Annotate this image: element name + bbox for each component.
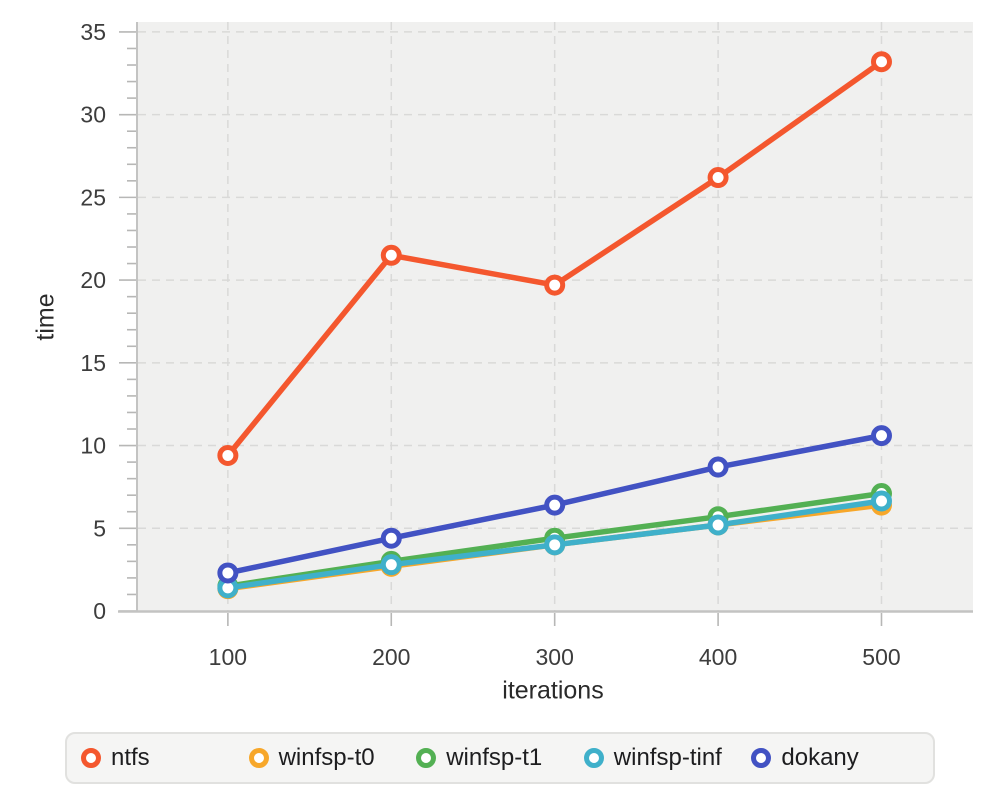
svg-text:400: 400 <box>699 644 737 670</box>
legend-label: winfsp-t0 <box>278 744 375 771</box>
legend-item-winfsp-tinf: winfsp-tinf <box>583 744 752 772</box>
marker-ntfs-200 <box>380 244 402 266</box>
legend-item-winfsp-t1: winfsp-t1 <box>416 744 584 772</box>
legend-marker-circle-ntfs <box>81 748 101 768</box>
series-winfsp-tinf <box>217 490 892 599</box>
marker-ntfs-300 <box>544 274 566 296</box>
svg-text:30: 30 <box>80 102 106 128</box>
chart-legend: ntfs winfsp-t0 winfsp-t1 winfsp-tinf dokany <box>65 732 935 784</box>
plot-area <box>138 22 973 611</box>
marker-dokany-100 <box>217 562 239 584</box>
svg-text:25: 25 <box>80 184 106 210</box>
marker-ntfs-400 <box>707 167 729 189</box>
marker-dokany-500 <box>870 425 892 447</box>
svg-text:20: 20 <box>80 267 106 293</box>
legend-marker-circle-winfsp-t0 <box>248 748 269 768</box>
svg-text:15: 15 <box>80 350 106 376</box>
series-dokany <box>217 425 892 584</box>
svg-text:300: 300 <box>535 644 573 670</box>
svg-text:10: 10 <box>80 433 106 459</box>
axis-ticks <box>119 31 883 626</box>
marker-dokany-300 <box>544 494 566 516</box>
svg-text:200: 200 <box>372 644 410 670</box>
y-axis-title: time <box>31 293 60 341</box>
svg-text:0: 0 <box>93 598 106 624</box>
marker-ntfs-500 <box>870 51 892 73</box>
legend-item-ntfs: ntfs <box>81 744 249 772</box>
legend-marker-circle-dokany <box>751 748 772 768</box>
marker-winfsp-tinf-300 <box>544 534 566 556</box>
legend-marker-circle-winfsp-t1 <box>416 748 437 768</box>
legend-label: winfsp-t1 <box>446 744 543 771</box>
axis-lines <box>118 22 973 613</box>
legend-label: ntfs <box>111 744 150 771</box>
marker-winfsp-tinf-400 <box>707 514 729 536</box>
x-axis-title: iterations <box>502 676 604 705</box>
svg-text:500: 500 <box>862 644 900 670</box>
svg-text:100: 100 <box>209 644 247 670</box>
legend-label: winfsp-tinf <box>613 744 722 771</box>
marker-ntfs-100 <box>217 444 239 466</box>
svg-text:35: 35 <box>80 19 106 45</box>
legend-label: dokany <box>781 744 859 771</box>
x-tick-labels: 100 200 300 400 500 <box>209 644 901 670</box>
marker-winfsp-tinf-200 <box>380 554 402 576</box>
legend-item-dokany: dokany <box>751 744 919 772</box>
marker-winfsp-tinf-500 <box>870 490 892 512</box>
marker-dokany-400 <box>707 456 729 478</box>
y-tick-labels: 0 5 10 15 20 25 30 35 <box>80 19 106 624</box>
series-ntfs <box>217 51 892 466</box>
legend-item-winfsp-t0: winfsp-t0 <box>248 744 417 772</box>
legend-marker-circle-winfsp-tinf <box>583 748 604 768</box>
svg-text:5: 5 <box>93 515 106 541</box>
marker-dokany-200 <box>380 527 402 549</box>
